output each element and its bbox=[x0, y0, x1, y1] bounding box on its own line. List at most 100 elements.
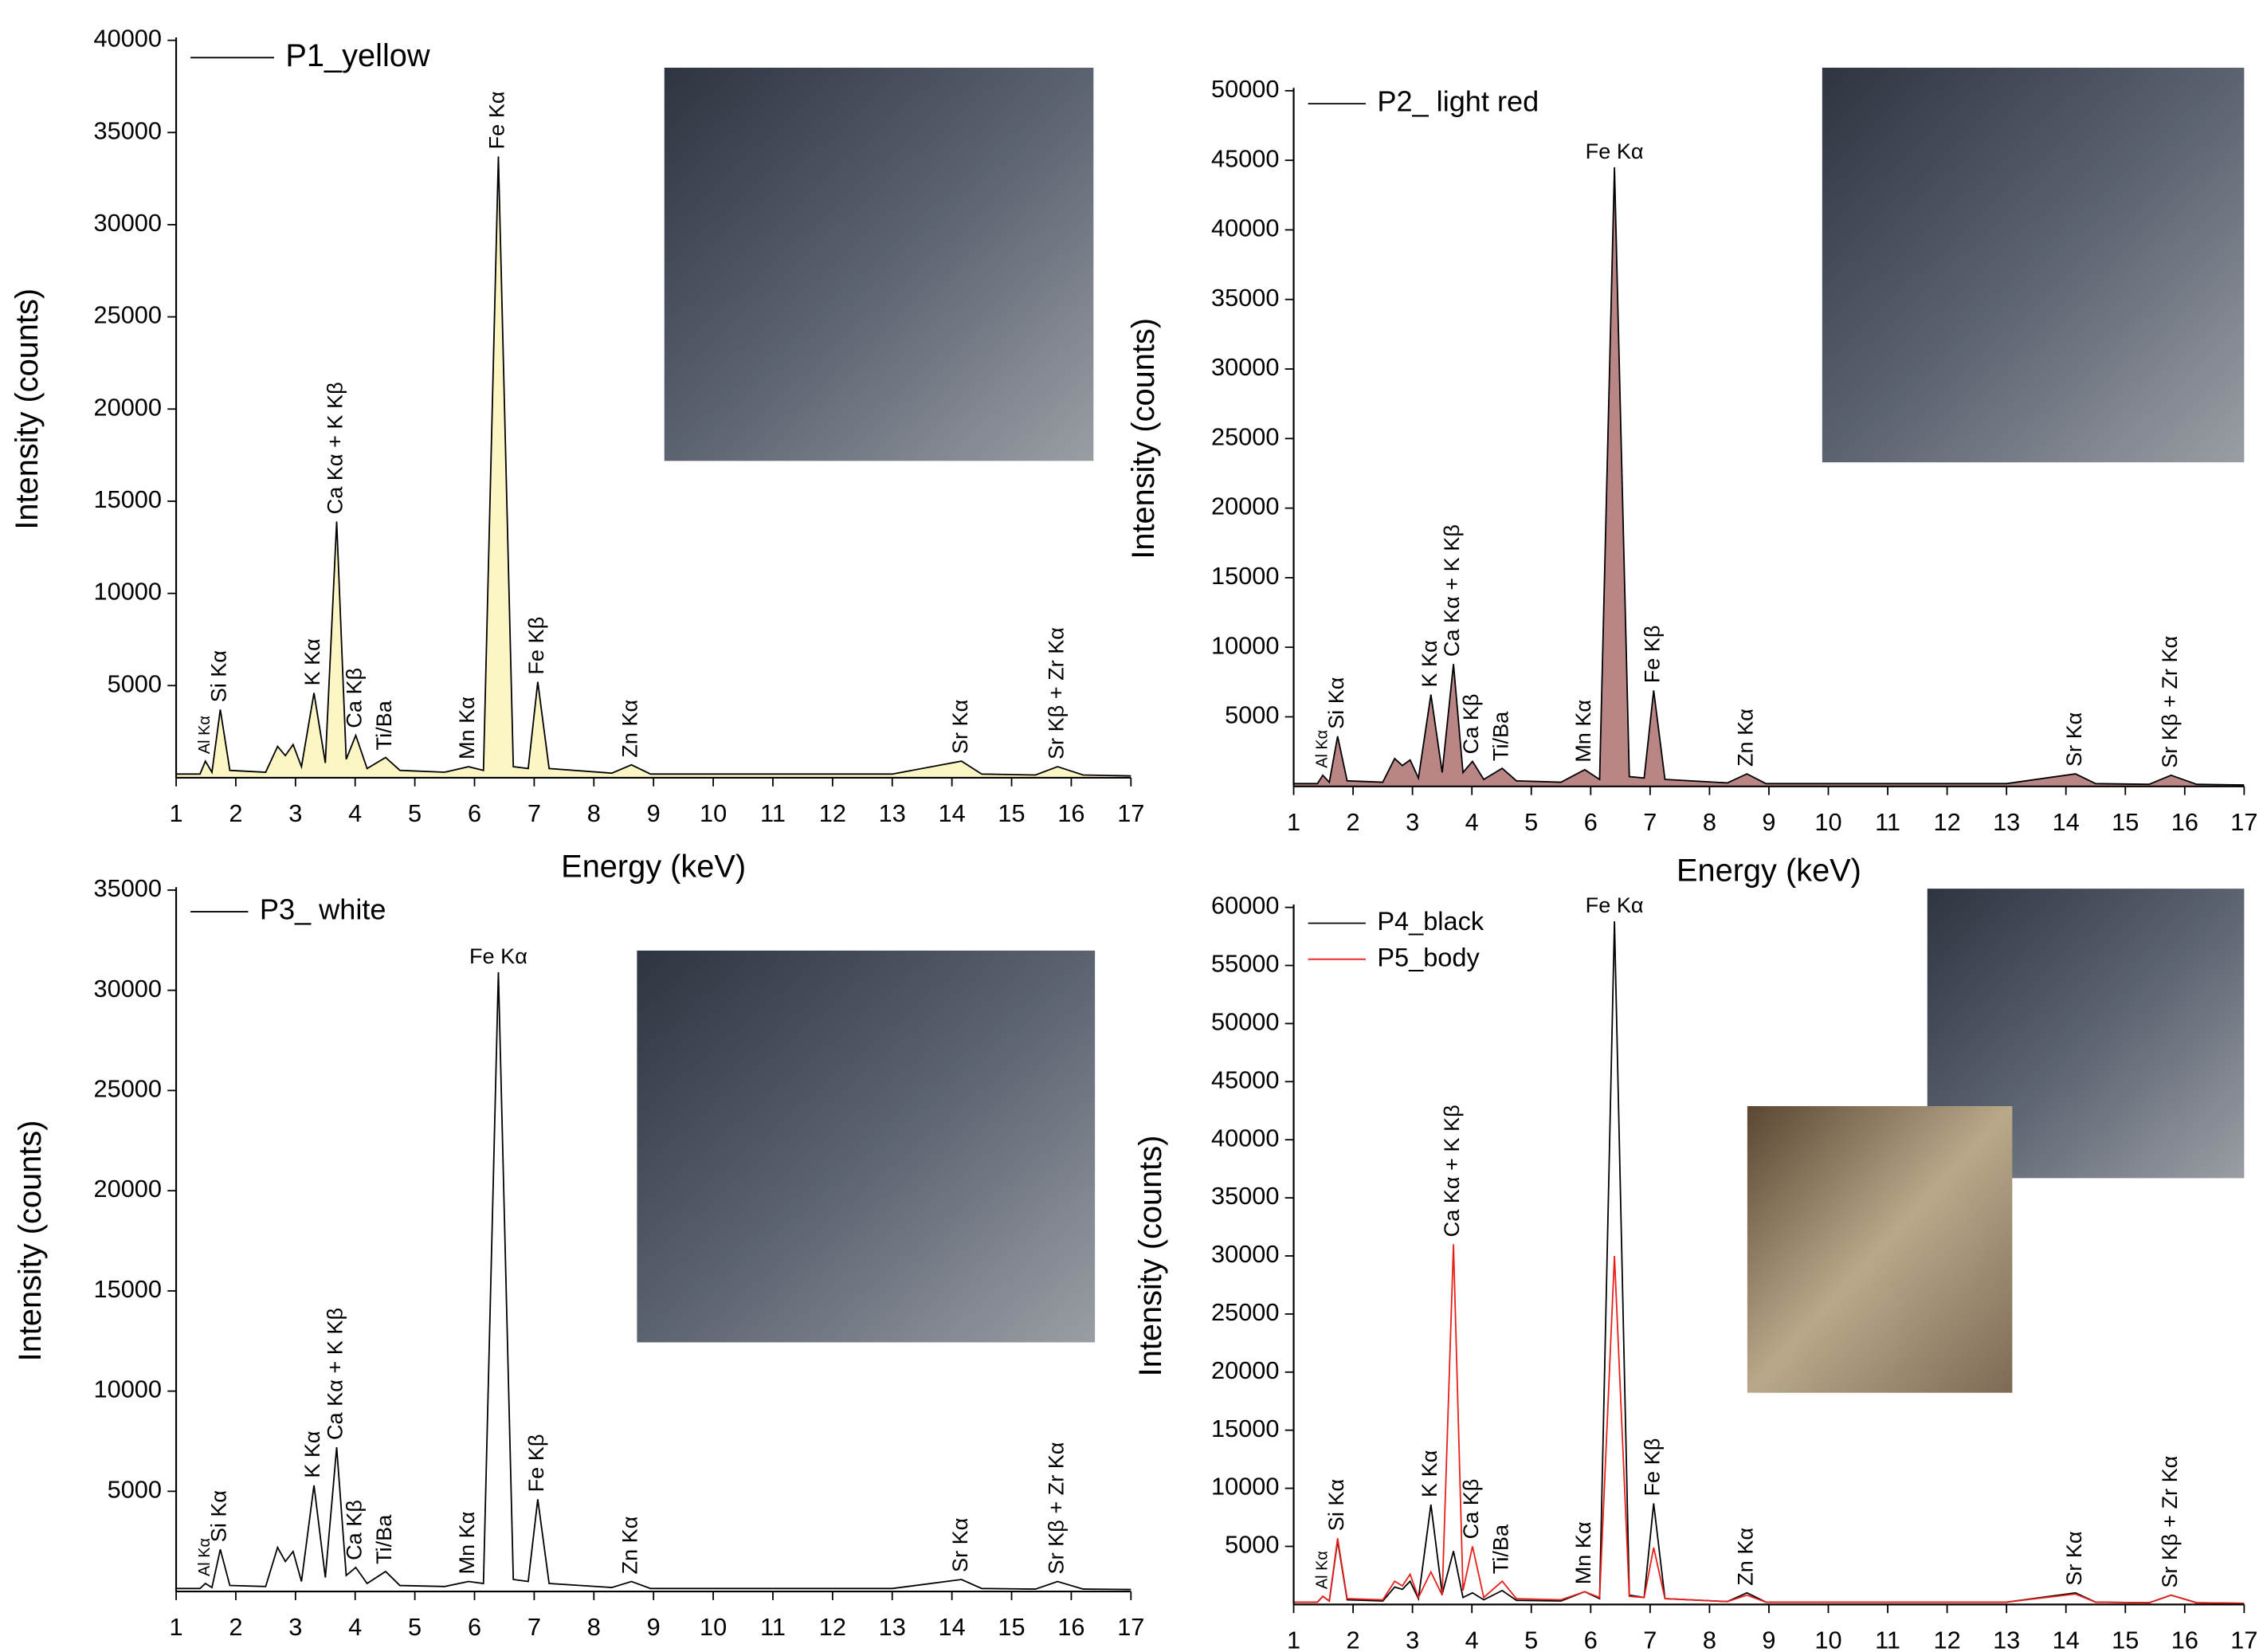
peak-label: Zn Kα bbox=[1733, 708, 1758, 767]
x-tick-label: 1 bbox=[1287, 808, 1300, 836]
y-tick-label: 25000 bbox=[94, 301, 162, 329]
y-tick-label: 35000 bbox=[1211, 1182, 1279, 1210]
x-tick-label: 17 bbox=[1117, 1613, 1144, 1641]
x-tick-label: 3 bbox=[288, 1613, 302, 1641]
x-tick-label: 6 bbox=[1584, 1626, 1598, 1652]
y-tick-label: 20000 bbox=[94, 393, 162, 421]
peak-label: Fe Kβ bbox=[524, 617, 548, 675]
legend-label: P2_ light red bbox=[1377, 85, 1539, 118]
spectrum-line bbox=[1293, 1244, 2245, 1604]
y-tick-label: 15000 bbox=[94, 485, 162, 513]
peak-label: Ca Kα + K Kβ bbox=[1439, 524, 1464, 657]
y-tick-label: 45000 bbox=[1211, 144, 1279, 172]
x-axis-label: Energy (keV) bbox=[561, 849, 746, 884]
x-tick-label: 12 bbox=[1934, 808, 1961, 836]
x-tick-label: 11 bbox=[760, 1613, 786, 1641]
y-tick-label: 5000 bbox=[1225, 701, 1279, 729]
x-tick-label: 5 bbox=[408, 799, 422, 827]
x-tick-label: 11 bbox=[1875, 1626, 1900, 1652]
x-tick-label: 16 bbox=[2171, 1626, 2198, 1652]
x-tick-label: 12 bbox=[1934, 1626, 1961, 1652]
x-tick-label: 16 bbox=[1057, 1613, 1084, 1641]
x-tick-label: 17 bbox=[2230, 808, 2257, 836]
peak-label: Zn Kα bbox=[1733, 1528, 1758, 1586]
peak-label: Ca Kβ bbox=[1458, 1479, 1483, 1540]
y-tick-label: 10000 bbox=[1211, 631, 1279, 659]
x-tick-label: 15 bbox=[998, 799, 1025, 827]
peak-label: Mn Kα bbox=[1571, 700, 1595, 763]
peak-label: Fe Kα bbox=[1586, 893, 1644, 917]
y-tick-label: 40000 bbox=[1211, 214, 1279, 242]
y-tick-label: 15000 bbox=[1211, 1415, 1279, 1442]
peak-label: Fe Kα bbox=[1586, 139, 1644, 163]
y-tick-label: 10000 bbox=[94, 578, 162, 606]
y-tick-label: 10000 bbox=[1211, 1473, 1279, 1501]
legend-label: P3_ white bbox=[260, 893, 386, 926]
peak-label: Zn Kα bbox=[618, 1517, 642, 1575]
y-tick-label: 40000 bbox=[94, 25, 162, 53]
y-tick-label: 5000 bbox=[108, 669, 162, 697]
peak-label: Si Kα bbox=[206, 650, 231, 702]
x-tick-label: 9 bbox=[1762, 1626, 1775, 1652]
x-axis-label: Energy (keV) bbox=[1677, 853, 1861, 889]
x-tick-label: 11 bbox=[1875, 808, 1900, 836]
x-tick-label: 11 bbox=[760, 799, 786, 827]
peak-label: Fe Kα bbox=[484, 91, 509, 149]
peak-label: Sr Kα bbox=[2061, 1531, 2086, 1585]
peak-label: Sr Kβ + Zr Kα bbox=[1043, 627, 1068, 759]
y-axis-label: Intensity (counts) bbox=[10, 288, 45, 530]
spectrum-line bbox=[176, 972, 1131, 1591]
x-tick-label: 17 bbox=[1117, 799, 1144, 827]
x-tick-label: 3 bbox=[1406, 808, 1419, 836]
x-tick-label: 16 bbox=[1057, 799, 1084, 827]
x-tick-label: 17 bbox=[2230, 1626, 2257, 1652]
x-tick-label: 8 bbox=[587, 1613, 601, 1641]
peak-label: K Kα bbox=[300, 638, 324, 685]
y-tick-label: 35000 bbox=[1211, 284, 1279, 312]
peak-label: Sr Kβ + Zr Kα bbox=[2157, 1456, 2182, 1588]
x-tick-label: 9 bbox=[647, 799, 661, 827]
y-tick-label: 50000 bbox=[1211, 75, 1279, 103]
y-tick-label: 35000 bbox=[94, 116, 162, 144]
x-tick-label: 10 bbox=[700, 1613, 727, 1641]
x-tick-label: 6 bbox=[1584, 808, 1598, 836]
x-tick-label: 5 bbox=[408, 1613, 422, 1641]
x-tick-label: 12 bbox=[819, 1613, 846, 1641]
x-tick-label: 1 bbox=[170, 799, 183, 827]
x-tick-label: 2 bbox=[1347, 1626, 1360, 1652]
peak-label: Sr Kα bbox=[2061, 712, 2086, 767]
y-tick-label: 30000 bbox=[94, 975, 162, 1003]
peak-label: Ca Kα + K Kβ bbox=[323, 1308, 347, 1440]
x-tick-label: 13 bbox=[1993, 808, 2020, 836]
x-tick-label: 14 bbox=[2053, 1626, 2080, 1652]
peak-label: Al Kα bbox=[196, 1538, 214, 1576]
x-tick-label: 14 bbox=[939, 1613, 966, 1641]
peak-label: Ti/Ba bbox=[1488, 1524, 1512, 1574]
x-tick-label: 8 bbox=[1703, 1626, 1716, 1652]
peak-label: K Kα bbox=[1417, 640, 1441, 687]
x-tick-label: 4 bbox=[1465, 808, 1479, 836]
x-tick-label: 13 bbox=[1993, 1626, 2020, 1652]
peak-label: Mn Kα bbox=[454, 1512, 479, 1575]
x-tick-label: 3 bbox=[288, 799, 302, 827]
peak-label: Al Kα bbox=[196, 716, 214, 754]
y-tick-label: 20000 bbox=[94, 1175, 162, 1203]
y-tick-label: 55000 bbox=[1211, 950, 1279, 978]
y-tick-label: 60000 bbox=[1211, 892, 1279, 920]
x-tick-label: 7 bbox=[1643, 808, 1657, 836]
x-tick-label: 10 bbox=[700, 799, 727, 827]
x-tick-label: 15 bbox=[2112, 808, 2139, 836]
y-tick-label: 30000 bbox=[1211, 1240, 1279, 1268]
x-tick-label: 2 bbox=[229, 799, 242, 827]
y-axis-label: Intensity (counts) bbox=[1133, 1136, 1168, 1377]
peak-label: Ca Kβ bbox=[342, 668, 367, 728]
peak-label: Ca Kβ bbox=[1458, 694, 1483, 755]
x-tick-label: 5 bbox=[1524, 808, 1538, 836]
peak-label: K Kα bbox=[1417, 1450, 1441, 1497]
photo bbox=[637, 950, 1096, 1343]
peak-label: Ti/Ba bbox=[371, 700, 396, 750]
x-tick-label: 2 bbox=[1347, 808, 1360, 836]
y-axis-label: Intensity (counts) bbox=[13, 1120, 48, 1362]
peak-label: Fe Kα bbox=[469, 944, 527, 968]
